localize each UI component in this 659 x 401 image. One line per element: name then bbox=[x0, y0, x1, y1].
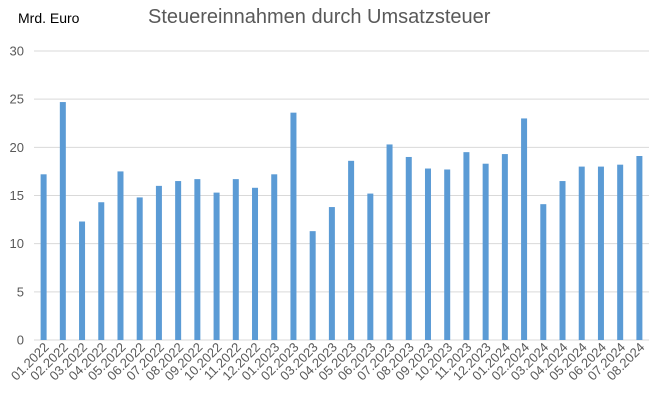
bar-02.2024 bbox=[521, 118, 528, 340]
y-tick-label: 15 bbox=[10, 188, 24, 203]
bar-03.2022 bbox=[79, 221, 86, 340]
y-axis-unit-label: Mrd. Euro bbox=[18, 10, 80, 26]
y-tick-label: 0 bbox=[17, 333, 24, 348]
bar-06.2023 bbox=[367, 193, 374, 340]
bar-06.2024 bbox=[597, 166, 604, 340]
bar-01.2023 bbox=[271, 174, 278, 340]
bar-12.2023 bbox=[482, 163, 489, 340]
bar-03.2024 bbox=[540, 204, 547, 340]
bar-03.2023 bbox=[309, 231, 316, 340]
bar-06.2022 bbox=[136, 197, 143, 340]
bar-11.2022 bbox=[232, 179, 239, 340]
y-tick-label: 5 bbox=[17, 284, 24, 299]
bar-02.2023 bbox=[290, 112, 297, 340]
bar-04.2024 bbox=[559, 181, 566, 340]
bar-02.2022 bbox=[59, 102, 66, 340]
bar-07.2022 bbox=[155, 185, 162, 340]
bar-08.2023 bbox=[405, 156, 412, 340]
bar-12.2022 bbox=[252, 187, 259, 340]
chart-title: Steuereinnahmen durch Umsatzsteuer bbox=[148, 6, 491, 28]
y-tick-label: 25 bbox=[10, 92, 24, 107]
bar-10.2022 bbox=[213, 192, 220, 340]
bar-07.2024 bbox=[617, 164, 624, 340]
bar-04.2022 bbox=[98, 202, 105, 340]
bar-07.2023 bbox=[386, 144, 393, 340]
x-axis-ticks: 01.202202.202203.202204.202205.202206.20… bbox=[8, 340, 648, 384]
y-axis-ticks: 0 5 10 15 20 25 30 bbox=[10, 44, 24, 348]
gridlines bbox=[34, 50, 649, 341]
bar-01.2024 bbox=[501, 154, 508, 340]
bar-04.2023 bbox=[328, 207, 335, 340]
bar-11.2023 bbox=[463, 152, 470, 340]
bar-08.2022 bbox=[175, 181, 182, 340]
bar-01.2022 bbox=[40, 174, 47, 340]
bar-10.2023 bbox=[444, 169, 451, 340]
y-tick-label: 30 bbox=[10, 44, 24, 59]
bar-09.2023 bbox=[424, 168, 431, 340]
bar-05.2022 bbox=[117, 171, 124, 340]
bar-05.2023 bbox=[348, 160, 355, 340]
y-tick-label: 20 bbox=[10, 140, 24, 155]
bar-08.2024 bbox=[636, 156, 643, 340]
bar-05.2024 bbox=[578, 166, 585, 340]
bar-09.2022 bbox=[194, 179, 201, 340]
y-tick-label: 10 bbox=[10, 236, 24, 251]
bars bbox=[40, 102, 643, 340]
